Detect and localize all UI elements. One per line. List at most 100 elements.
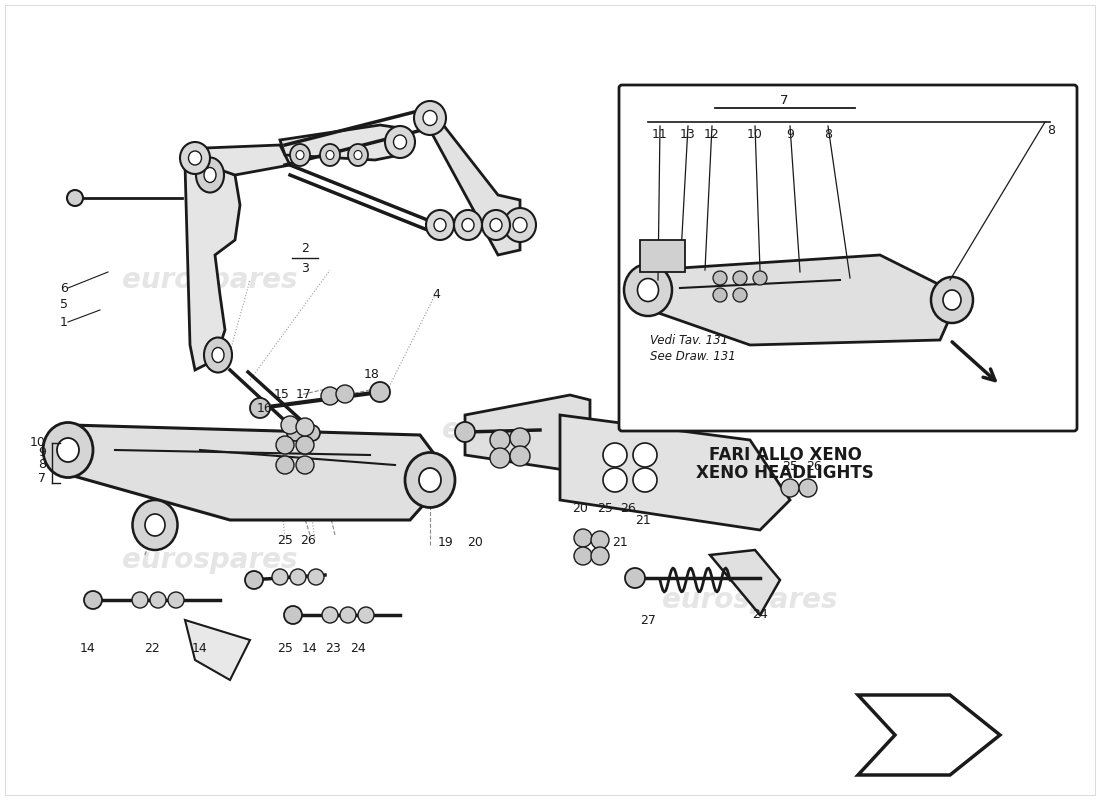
Text: 20: 20 <box>572 502 587 514</box>
Circle shape <box>733 271 747 285</box>
Bar <box>640 240 685 272</box>
Text: 17: 17 <box>296 389 312 402</box>
Circle shape <box>304 425 320 441</box>
Text: 14: 14 <box>80 642 96 654</box>
Ellipse shape <box>394 135 407 149</box>
Polygon shape <box>650 255 960 345</box>
Circle shape <box>276 456 294 474</box>
Circle shape <box>84 591 102 609</box>
Text: 8: 8 <box>1047 123 1055 137</box>
Text: 6: 6 <box>60 282 68 294</box>
Ellipse shape <box>624 264 672 316</box>
Circle shape <box>296 456 314 474</box>
Circle shape <box>340 607 356 623</box>
Polygon shape <box>430 108 520 255</box>
Text: 10: 10 <box>747 129 763 142</box>
Circle shape <box>781 479 799 497</box>
Circle shape <box>490 430 510 450</box>
Circle shape <box>336 385 354 403</box>
Text: 22: 22 <box>144 642 159 654</box>
Ellipse shape <box>212 347 224 362</box>
Circle shape <box>67 190 82 206</box>
Ellipse shape <box>326 150 334 159</box>
Text: 11: 11 <box>652 129 668 142</box>
Text: 16: 16 <box>256 402 272 415</box>
Ellipse shape <box>482 210 510 240</box>
Ellipse shape <box>204 167 216 182</box>
Text: 2: 2 <box>301 242 309 254</box>
Ellipse shape <box>424 110 437 126</box>
Circle shape <box>321 387 339 405</box>
Ellipse shape <box>504 208 536 242</box>
Ellipse shape <box>57 438 79 462</box>
Polygon shape <box>560 415 790 530</box>
Circle shape <box>510 446 530 466</box>
Text: FARI ALLO XENO: FARI ALLO XENO <box>708 446 861 464</box>
Text: 27: 27 <box>640 614 656 626</box>
Circle shape <box>296 418 314 436</box>
Ellipse shape <box>405 453 455 507</box>
Text: eurospares: eurospares <box>122 266 298 294</box>
Text: 25: 25 <box>277 534 293 546</box>
Text: XENO HEADLIGHTS: XENO HEADLIGHTS <box>696 464 873 482</box>
Circle shape <box>490 448 510 468</box>
Ellipse shape <box>490 218 502 231</box>
FancyBboxPatch shape <box>619 85 1077 431</box>
Circle shape <box>276 436 294 454</box>
Text: 18: 18 <box>364 367 380 381</box>
Circle shape <box>603 468 627 492</box>
Circle shape <box>591 547 609 565</box>
Ellipse shape <box>426 210 454 240</box>
Polygon shape <box>710 550 780 615</box>
Text: 9: 9 <box>39 446 46 459</box>
Polygon shape <box>465 395 590 470</box>
Circle shape <box>603 443 627 467</box>
Ellipse shape <box>204 338 232 373</box>
Circle shape <box>322 607 338 623</box>
Text: 12: 12 <box>704 129 719 142</box>
Ellipse shape <box>385 126 415 158</box>
Ellipse shape <box>419 468 441 492</box>
Circle shape <box>290 569 306 585</box>
Circle shape <box>358 607 374 623</box>
Circle shape <box>272 569 288 585</box>
Ellipse shape <box>43 422 94 478</box>
Text: eurospares: eurospares <box>122 546 298 574</box>
Circle shape <box>150 592 166 608</box>
Circle shape <box>574 547 592 565</box>
Circle shape <box>713 288 727 302</box>
Text: 26: 26 <box>620 502 636 514</box>
Text: 20: 20 <box>468 535 483 549</box>
Ellipse shape <box>638 278 659 302</box>
Circle shape <box>168 592 184 608</box>
Circle shape <box>625 568 645 588</box>
Text: 8: 8 <box>824 129 832 142</box>
Ellipse shape <box>290 144 310 166</box>
Circle shape <box>287 425 303 441</box>
Ellipse shape <box>132 500 177 550</box>
Text: 25: 25 <box>782 459 797 473</box>
Circle shape <box>132 592 148 608</box>
Circle shape <box>510 428 530 448</box>
Ellipse shape <box>354 150 362 159</box>
Text: 8: 8 <box>39 458 46 471</box>
Circle shape <box>574 529 592 547</box>
Ellipse shape <box>462 218 474 231</box>
Circle shape <box>296 436 314 454</box>
Ellipse shape <box>943 290 961 310</box>
Ellipse shape <box>513 218 527 233</box>
Text: 15: 15 <box>274 389 290 402</box>
Text: 21: 21 <box>635 514 651 526</box>
Circle shape <box>733 288 747 302</box>
Ellipse shape <box>434 218 446 231</box>
Circle shape <box>370 382 390 402</box>
Circle shape <box>632 443 657 467</box>
Circle shape <box>632 468 657 492</box>
Text: See Draw. 131: See Draw. 131 <box>650 350 736 363</box>
Circle shape <box>713 271 727 285</box>
Polygon shape <box>185 158 240 370</box>
Polygon shape <box>185 620 250 680</box>
Text: 14: 14 <box>302 642 318 654</box>
Text: 7: 7 <box>39 471 46 485</box>
Text: 13: 13 <box>680 129 696 142</box>
